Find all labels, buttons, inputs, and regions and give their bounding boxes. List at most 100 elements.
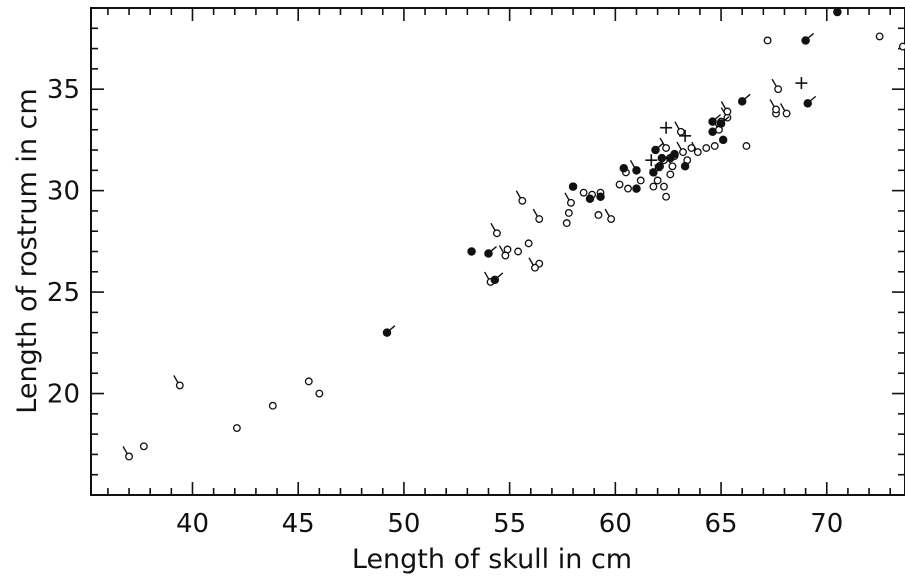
data-point bbox=[655, 162, 664, 171]
data-point bbox=[670, 149, 679, 159]
point-filled bbox=[484, 249, 493, 258]
point-filled bbox=[718, 135, 728, 145]
data-point bbox=[515, 190, 527, 205]
plot-frame bbox=[90, 7, 905, 496]
point-tail bbox=[532, 208, 538, 217]
point-open bbox=[662, 192, 671, 201]
data-point bbox=[691, 141, 702, 157]
point-open bbox=[304, 377, 313, 386]
data-point bbox=[615, 180, 624, 189]
y-tick-label: 25 bbox=[47, 278, 80, 308]
point-open bbox=[315, 389, 324, 398]
point-tail bbox=[769, 99, 775, 107]
data-point bbox=[122, 446, 134, 461]
point-tail bbox=[483, 271, 490, 280]
point-open bbox=[742, 142, 751, 150]
point-tail bbox=[490, 222, 496, 231]
point-open bbox=[492, 229, 501, 238]
data-point bbox=[742, 142, 751, 150]
point-tail bbox=[490, 245, 497, 253]
point-open bbox=[524, 239, 533, 248]
data-point bbox=[795, 77, 808, 90]
point-tail bbox=[722, 116, 730, 123]
point-tail bbox=[629, 159, 636, 168]
point-tail bbox=[771, 78, 777, 87]
point-open bbox=[535, 215, 544, 223]
point-tail bbox=[720, 101, 727, 109]
point-tail bbox=[515, 190, 521, 199]
point-filled bbox=[490, 275, 500, 285]
point-tail bbox=[714, 114, 722, 121]
point-tail bbox=[657, 142, 664, 149]
data-point bbox=[382, 325, 396, 337]
data-points bbox=[122, 7, 905, 461]
point-open bbox=[774, 85, 783, 94]
data-point bbox=[514, 247, 523, 256]
data-point bbox=[624, 184, 632, 193]
data-point bbox=[779, 103, 791, 118]
point-open bbox=[693, 148, 702, 157]
point-open bbox=[125, 452, 134, 461]
y-tick-label: 20 bbox=[47, 380, 80, 410]
point-filled bbox=[382, 328, 392, 337]
data-point bbox=[579, 188, 588, 197]
point-open bbox=[668, 162, 677, 171]
point-filled bbox=[657, 153, 667, 163]
point-open bbox=[268, 401, 277, 410]
data-point bbox=[653, 176, 662, 185]
point-open bbox=[518, 196, 527, 205]
data-point bbox=[304, 377, 313, 386]
point-open bbox=[702, 144, 711, 152]
point-open bbox=[723, 107, 732, 116]
point-open bbox=[662, 144, 671, 152]
data-point bbox=[524, 239, 533, 248]
point-open bbox=[636, 176, 645, 185]
data-point bbox=[173, 375, 184, 390]
data-point bbox=[716, 116, 730, 128]
data-point bbox=[718, 135, 728, 145]
point-tail bbox=[564, 192, 570, 201]
point-tail bbox=[173, 375, 179, 383]
data-point bbox=[666, 170, 675, 179]
data-point bbox=[651, 142, 664, 155]
point-open bbox=[875, 32, 884, 41]
data-point bbox=[467, 247, 476, 256]
data-point bbox=[139, 442, 148, 451]
x-tick-label: 45 bbox=[282, 509, 315, 539]
data-point bbox=[720, 101, 732, 116]
point-open bbox=[566, 198, 575, 207]
x-tick-label: 65 bbox=[705, 509, 738, 539]
data-point bbox=[490, 272, 504, 285]
data-point bbox=[594, 211, 603, 219]
point-filled bbox=[568, 182, 578, 191]
data-point bbox=[645, 154, 658, 167]
point-open bbox=[624, 184, 632, 193]
y-axis-title: Length of rostrum in cm bbox=[12, 88, 43, 413]
data-point bbox=[771, 78, 783, 94]
point-tail bbox=[779, 103, 786, 111]
data-point bbox=[660, 121, 673, 134]
point-filled bbox=[651, 145, 660, 155]
data-point bbox=[674, 121, 685, 136]
data-point bbox=[708, 114, 722, 126]
data-point bbox=[268, 401, 277, 410]
data-point bbox=[769, 99, 780, 114]
point-open bbox=[562, 219, 571, 228]
data-point bbox=[596, 192, 605, 201]
data-point bbox=[662, 192, 671, 201]
point-tail bbox=[122, 446, 128, 454]
point-tail bbox=[807, 32, 815, 40]
data-point bbox=[632, 184, 641, 193]
data-point bbox=[568, 182, 578, 191]
data-point bbox=[801, 32, 815, 45]
data-point bbox=[680, 162, 690, 171]
data-point bbox=[604, 208, 616, 223]
point-open bbox=[607, 215, 616, 223]
point-open bbox=[501, 251, 510, 260]
point-filled bbox=[716, 119, 726, 128]
point-tail bbox=[604, 208, 610, 217]
point-open bbox=[564, 208, 573, 217]
data-point bbox=[710, 142, 719, 150]
data-point bbox=[649, 164, 662, 177]
